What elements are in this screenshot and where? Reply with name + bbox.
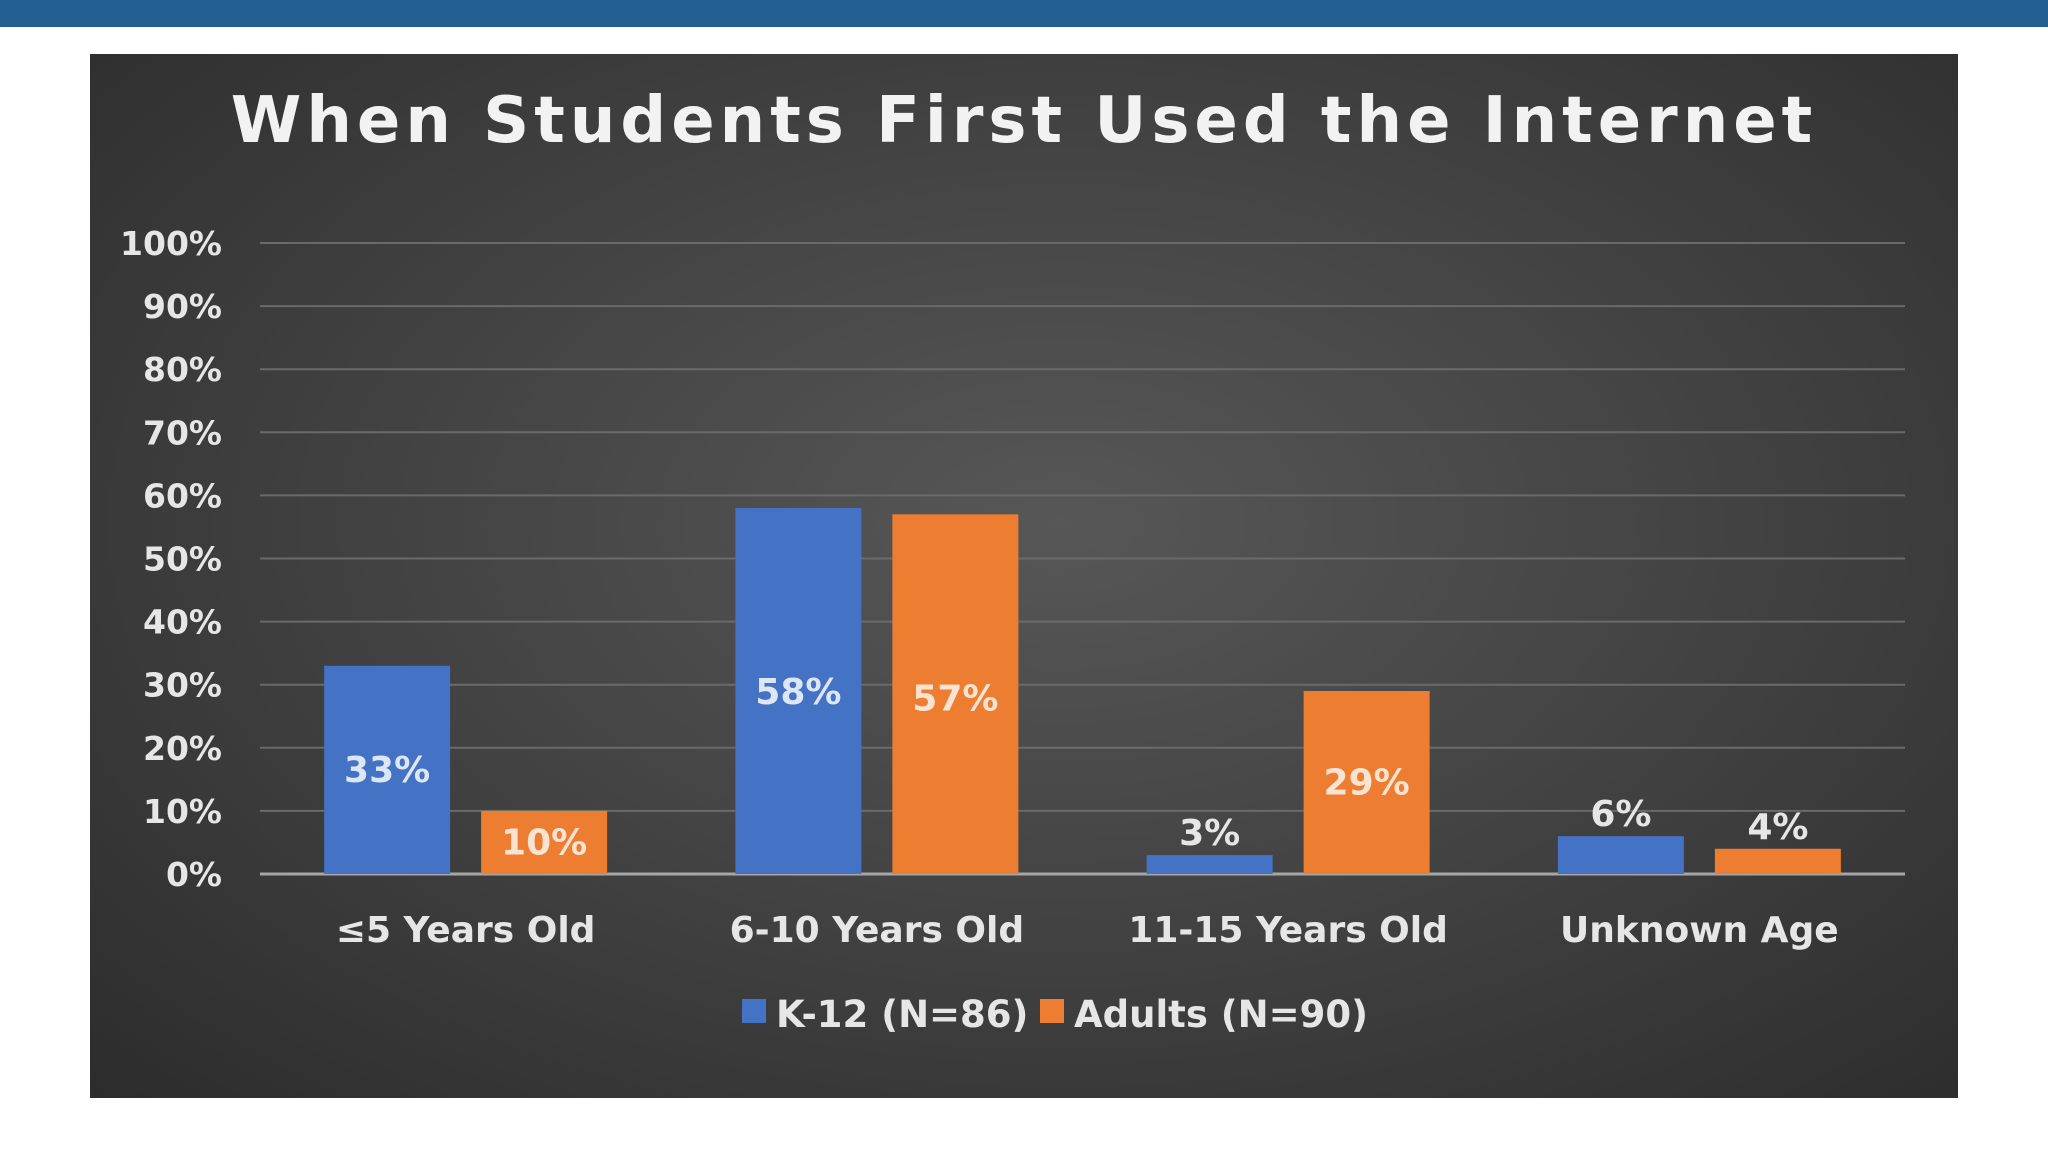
data-labels: 33% 10% 58% 57% 3% 29% 6% 4% [344, 672, 1808, 863]
chart-title: When Students First Used the Internet [231, 84, 1818, 158]
x-axis-ticks: ≤5 Years Old 6-10 Years Old 11-15 Years Ol… [336, 910, 1839, 951]
x-tick-label: 11-15 Years Old [1128, 910, 1448, 951]
bar [1714, 848, 1841, 874]
data-label: 3% [1179, 813, 1240, 854]
y-tick-label: 60% [143, 476, 222, 515]
y-tick-label: 0% [166, 855, 222, 894]
x-tick-label: 6-10 Years Old [730, 910, 1025, 951]
data-label: 4% [1747, 807, 1808, 848]
chart-panel: When Students First Used the Internet 0%… [90, 54, 1958, 1098]
bar [1557, 836, 1684, 874]
bar [892, 514, 1019, 874]
y-tick-label: 30% [143, 666, 222, 705]
data-label: 29% [1324, 763, 1410, 804]
bar [1303, 691, 1430, 874]
top-banner [0, 0, 2048, 27]
data-label: 57% [912, 678, 998, 719]
y-tick-label: 40% [143, 603, 222, 642]
y-tick-label: 90% [143, 287, 222, 326]
bar [1146, 855, 1273, 874]
data-label: 58% [755, 672, 841, 713]
bar [481, 810, 608, 874]
y-tick-label: 70% [143, 413, 222, 452]
legend-label: Adults (N=90) [1074, 993, 1368, 1036]
legend: K-12 (N=86) Adults (N=90) [742, 993, 1368, 1036]
gridlines [260, 242, 1905, 876]
y-tick-label: 50% [143, 540, 222, 579]
bar [735, 508, 862, 874]
y-tick-label: 10% [143, 792, 222, 831]
y-tick-label: 20% [143, 729, 222, 768]
y-tick-label: 100% [120, 224, 222, 263]
data-label: 33% [344, 750, 430, 791]
legend-label: K-12 (N=86) [776, 993, 1028, 1036]
x-tick-label: Unknown Age [1560, 910, 1839, 951]
bar-chart: When Students First Used the Internet 0%… [120, 84, 1905, 1036]
y-tick-label: 80% [143, 350, 222, 389]
data-label: 10% [501, 822, 587, 863]
bar [324, 665, 451, 874]
data-label: 6% [1590, 794, 1651, 835]
x-tick-label: ≤5 Years Old [336, 910, 596, 951]
bars [324, 508, 1841, 874]
y-axis-ticks: 0% 10% 20% 30% 40% 50% 60% 70% 80% 90% 100% [120, 224, 222, 894]
legend-swatch [1040, 999, 1064, 1023]
legend-swatch [742, 999, 766, 1023]
